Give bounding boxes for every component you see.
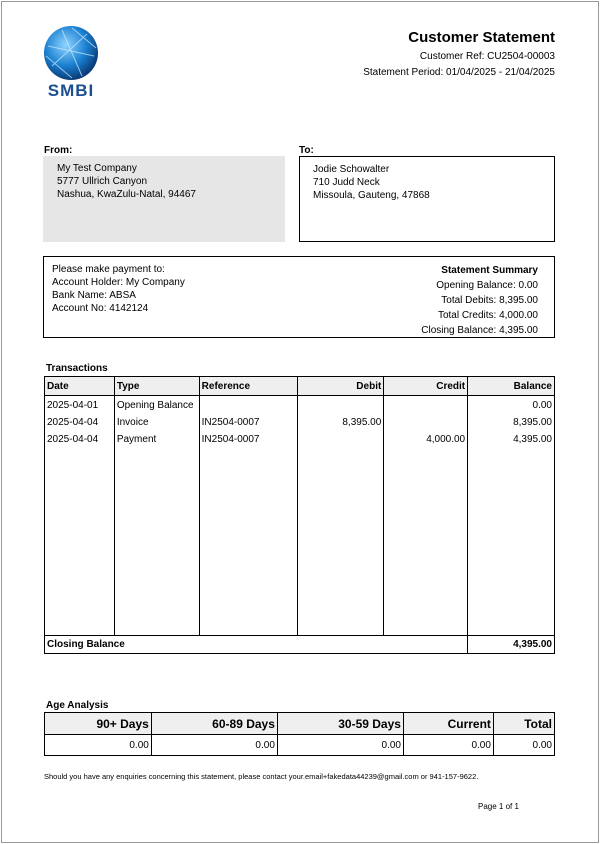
table-row: 2025-04-04 Invoice IN2504-0007 8,395.00 8,39… xyxy=(44,416,555,434)
closing-value: 4,395.00 xyxy=(467,635,555,654)
statement-title: Customer Statement xyxy=(408,29,555,46)
cell xyxy=(383,395,469,417)
statement-summary: Statement Summary Opening Balance: 0.00 … xyxy=(421,263,538,338)
to-line: Jodie Schowalter xyxy=(313,164,390,175)
cell: Opening Balance xyxy=(113,395,200,417)
svg-text:SMBI: SMBI xyxy=(48,81,95,98)
summary-line: Opening Balance: 0.00 xyxy=(436,280,538,291)
cell: Invoice xyxy=(113,416,200,434)
payment-line: Please make payment to: xyxy=(52,264,165,275)
smbi-logo: SMBI xyxy=(42,26,102,100)
summary-line: Total Debits: 8,395.00 xyxy=(441,295,538,306)
transactions-table: Date Type Reference Debit Credit Balance… xyxy=(43,376,555,654)
age-values-row: 0.00 0.00 0.00 0.00 0.00 xyxy=(44,734,556,756)
statement-period: Statement Period: 01/04/2025 - 21/04/202… xyxy=(363,67,555,78)
cell: 4,000.00 xyxy=(383,433,469,451)
cell: 2025-04-01 xyxy=(44,395,115,417)
col-type: Type xyxy=(113,376,200,396)
cell: IN2504-0007 xyxy=(198,416,299,434)
page-number: Page 1 of 1 xyxy=(478,802,519,811)
from-address: My Test Company 5777 Ullrich Canyon Nash… xyxy=(43,156,285,242)
cell xyxy=(297,395,385,417)
to-address: Jodie Schowalter 710 Judd Neck Missoula,… xyxy=(299,156,555,242)
from-line: 5777 Ullrich Canyon xyxy=(57,176,148,187)
cell: Payment xyxy=(113,433,200,451)
closing-label: Closing Balance xyxy=(43,635,469,654)
cell: 0.00 xyxy=(467,395,555,417)
cell: 0.00 xyxy=(150,734,278,756)
table-row: 2025-04-04 Payment IN2504-0007 4,000.00 4,39… xyxy=(44,433,555,451)
age-analysis-title: Age Analysis xyxy=(46,700,109,711)
cell: 2025-04-04 xyxy=(44,416,115,434)
col-reference: Reference xyxy=(198,376,299,396)
col-credit: Credit xyxy=(383,376,469,396)
summary-line: Closing Balance: 4,395.00 xyxy=(421,325,538,336)
cell xyxy=(297,433,385,451)
payment-line: Account No: 4142124 xyxy=(52,303,149,314)
summary-title: Statement Summary xyxy=(441,265,538,276)
cell: 8,395.00 xyxy=(467,416,555,434)
col-30-59: 30-59 Days xyxy=(276,712,404,735)
cell xyxy=(198,395,299,417)
cell: 4,395.00 xyxy=(467,433,555,451)
col-current: Current xyxy=(402,712,494,735)
cell xyxy=(383,416,469,434)
from-line: My Test Company xyxy=(57,163,137,174)
cell: IN2504-0007 xyxy=(198,433,299,451)
table-row: 2025-04-01 Opening Balance 0.00 xyxy=(44,395,555,417)
from-label: From: xyxy=(44,145,73,156)
cell: 8,395.00 xyxy=(297,416,385,434)
enquiry-note: Should you have any enquiries concerning… xyxy=(44,772,479,781)
col-debit: Debit xyxy=(297,376,385,396)
customer-ref: Customer Ref: CU2504-00003 xyxy=(419,51,555,62)
col-balance: Balance xyxy=(467,376,555,396)
summary-line: Total Credits: 4,000.00 xyxy=(437,310,538,321)
cell: 0.00 xyxy=(44,734,152,756)
from-line: Nashua, KwaZulu-Natal, 94467 xyxy=(57,189,196,200)
payment-details: Please make payment to: Account Holder: … xyxy=(52,263,185,315)
col-date: Date xyxy=(44,376,115,396)
payment-line: Account Holder: My Company xyxy=(52,277,185,288)
col-60-89: 60-89 Days xyxy=(150,712,278,735)
cell: 0.00 xyxy=(492,734,556,756)
col-total: Total xyxy=(492,712,556,735)
closing-balance-row: Closing Balance 4,395.00 xyxy=(43,635,555,654)
age-analysis-table: 90+ Days 60-89 Days 30-59 Days Current T… xyxy=(44,712,556,756)
payment-summary-box: Please make payment to: Account Holder: … xyxy=(43,256,555,338)
to-label: To: xyxy=(299,145,314,156)
to-line: Missoula, Gauteng, 47868 xyxy=(313,190,430,201)
payment-line: Bank Name: ABSA xyxy=(52,290,136,301)
cell: 0.00 xyxy=(276,734,404,756)
cell: 2025-04-04 xyxy=(44,433,115,451)
cell: 0.00 xyxy=(402,734,494,756)
col-90-plus: 90+ Days xyxy=(44,712,152,735)
filler-row xyxy=(44,450,555,636)
transactions-title: Transactions xyxy=(46,363,108,374)
to-line: 710 Judd Neck xyxy=(313,177,380,188)
